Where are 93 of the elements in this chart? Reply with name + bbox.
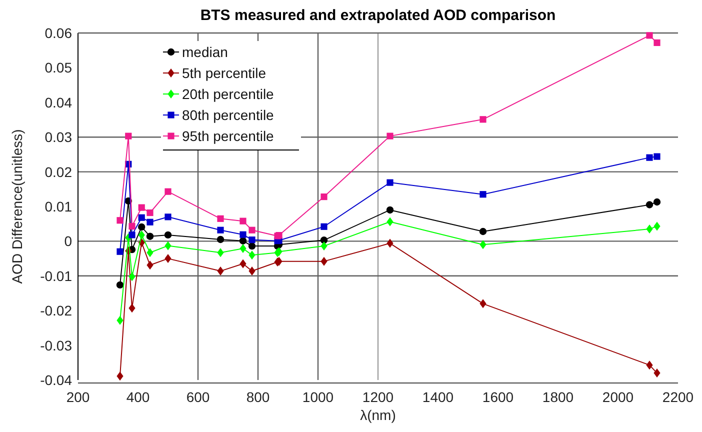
point bbox=[164, 231, 172, 239]
legend-label: 5th percentile bbox=[182, 65, 266, 81]
point bbox=[320, 193, 328, 200]
point bbox=[653, 198, 661, 206]
y-tick-label: 0.04 bbox=[44, 94, 72, 110]
point bbox=[386, 179, 394, 186]
point bbox=[116, 316, 124, 325]
point bbox=[128, 272, 136, 282]
point bbox=[138, 204, 145, 211]
x-tick-label: 1000 bbox=[302, 389, 334, 405]
point bbox=[239, 237, 247, 244]
point bbox=[320, 242, 328, 251]
point bbox=[217, 215, 224, 222]
y-tick-label: -0.03 bbox=[40, 337, 72, 354]
point bbox=[116, 248, 124, 255]
point bbox=[164, 214, 172, 220]
x-tick-label: 600 bbox=[186, 389, 210, 405]
x-tick-label: 400 bbox=[126, 389, 150, 405]
y-tick-label: 0.06 bbox=[44, 25, 72, 41]
point bbox=[646, 360, 653, 370]
chart-title: BTS measured and extrapolated AOD comparison bbox=[200, 7, 556, 24]
legend-label: 80th percentile bbox=[182, 107, 274, 123]
point bbox=[654, 153, 660, 160]
y-tick-label: 0.05 bbox=[44, 60, 72, 76]
y-tick-label: -0.04 bbox=[40, 372, 72, 388]
point bbox=[116, 217, 124, 224]
point bbox=[480, 299, 486, 308]
x-tick-label: 800 bbox=[246, 389, 270, 405]
point bbox=[146, 232, 154, 240]
point bbox=[146, 248, 154, 258]
point bbox=[164, 188, 172, 195]
point bbox=[240, 259, 246, 268]
x-tick-label: 200 bbox=[66, 389, 90, 405]
point bbox=[164, 254, 172, 264]
legend-label: 95th percentile bbox=[182, 128, 274, 144]
point bbox=[646, 154, 653, 161]
point bbox=[646, 224, 653, 234]
point bbox=[654, 368, 660, 378]
point bbox=[116, 281, 124, 289]
point bbox=[138, 214, 145, 221]
x-tick-label: 1800 bbox=[542, 389, 574, 405]
y-axis-title: AOD Difference(unitless) bbox=[9, 129, 25, 284]
point bbox=[479, 228, 487, 236]
point bbox=[248, 266, 256, 276]
point bbox=[128, 222, 136, 230]
point bbox=[248, 236, 256, 244]
point bbox=[654, 39, 660, 46]
point bbox=[116, 372, 124, 381]
point bbox=[386, 206, 394, 214]
y-tick-label: 0.03 bbox=[44, 129, 72, 146]
point bbox=[125, 132, 132, 140]
legend-label: median bbox=[182, 44, 228, 60]
point bbox=[480, 240, 486, 250]
x-tick-label: 1400 bbox=[422, 389, 454, 405]
point bbox=[480, 116, 486, 123]
point bbox=[320, 256, 328, 266]
point bbox=[248, 250, 256, 260]
point bbox=[654, 222, 660, 231]
point bbox=[216, 236, 224, 244]
point bbox=[248, 242, 256, 250]
x-axis-title: λ(nm) bbox=[360, 407, 396, 423]
point bbox=[248, 226, 256, 234]
point bbox=[217, 248, 224, 258]
y-tick-label: 0 bbox=[64, 233, 72, 250]
point bbox=[386, 217, 394, 226]
y-tick-label: 0.01 bbox=[44, 198, 72, 214]
point bbox=[146, 209, 154, 216]
y-tick-label: -0.01 bbox=[40, 268, 72, 284]
point bbox=[146, 218, 154, 226]
legend-label: 20th percentile bbox=[182, 86, 274, 102]
point bbox=[646, 32, 653, 39]
point bbox=[240, 218, 246, 224]
point bbox=[480, 191, 486, 198]
point bbox=[240, 231, 246, 238]
point bbox=[217, 226, 224, 234]
point bbox=[146, 260, 154, 270]
point bbox=[646, 201, 654, 208]
x-tick-label: 2200 bbox=[662, 389, 694, 405]
point bbox=[138, 223, 146, 231]
point bbox=[128, 304, 136, 313]
point bbox=[128, 232, 136, 238]
x-tick-label: 1200 bbox=[362, 389, 394, 405]
point bbox=[164, 241, 172, 250]
x-tick-label: 2000 bbox=[602, 389, 634, 405]
y-tick-label: 0.02 bbox=[44, 164, 72, 180]
point bbox=[217, 266, 224, 276]
point bbox=[138, 230, 145, 240]
y-tick-label: -0.02 bbox=[40, 302, 72, 319]
point bbox=[240, 244, 246, 253]
point bbox=[386, 238, 394, 248]
x-tick-label: 1600 bbox=[482, 389, 514, 405]
point bbox=[386, 132, 394, 140]
point bbox=[320, 223, 328, 230]
